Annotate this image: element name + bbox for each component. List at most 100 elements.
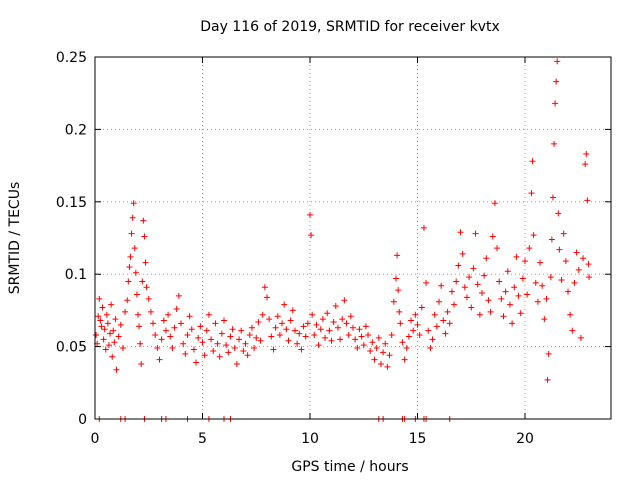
data-point bbox=[102, 346, 109, 353]
data-point bbox=[119, 345, 126, 352]
data-point bbox=[140, 217, 147, 224]
data-point bbox=[519, 275, 526, 282]
data-point bbox=[470, 265, 477, 272]
data-point bbox=[365, 332, 372, 339]
data-point bbox=[322, 334, 329, 341]
data-point bbox=[98, 323, 105, 330]
data-point bbox=[138, 360, 145, 367]
data-point bbox=[463, 294, 470, 301]
data-point bbox=[103, 311, 110, 318]
data-point bbox=[199, 339, 206, 346]
data-point bbox=[287, 317, 294, 324]
data-point bbox=[216, 353, 223, 360]
data-point bbox=[534, 298, 541, 305]
data-point bbox=[397, 320, 404, 327]
data-point bbox=[313, 321, 320, 328]
data-point bbox=[274, 313, 281, 320]
data-point bbox=[541, 316, 548, 323]
data-point bbox=[526, 245, 533, 252]
y-axis-label: SRMTID / TECUs bbox=[7, 182, 23, 295]
data-point bbox=[152, 332, 159, 339]
data-point bbox=[175, 292, 182, 299]
x-tick-label: 15 bbox=[409, 431, 427, 447]
data-point bbox=[485, 297, 492, 304]
data-point bbox=[369, 339, 376, 346]
data-point bbox=[553, 78, 560, 85]
data-point bbox=[212, 320, 219, 327]
data-point bbox=[373, 345, 380, 352]
data-point bbox=[395, 287, 402, 294]
data-point bbox=[131, 245, 138, 252]
y-tick-label: 0.15 bbox=[56, 195, 87, 211]
data-point bbox=[345, 332, 352, 339]
data-point bbox=[429, 336, 436, 343]
data-point bbox=[423, 279, 430, 286]
data-point bbox=[405, 333, 412, 340]
data-point bbox=[156, 356, 163, 363]
data-point bbox=[99, 304, 106, 311]
data-point bbox=[145, 295, 152, 302]
data-point bbox=[500, 313, 507, 320]
data-point bbox=[257, 337, 264, 344]
data-point bbox=[354, 345, 361, 352]
data-point bbox=[133, 291, 140, 298]
data-point bbox=[573, 249, 580, 256]
data-point bbox=[555, 210, 562, 217]
data-point bbox=[418, 304, 425, 311]
data-point bbox=[517, 310, 524, 317]
data-point bbox=[554, 58, 561, 65]
data-point bbox=[236, 336, 243, 343]
data-point bbox=[167, 333, 174, 340]
data-point bbox=[362, 323, 369, 330]
data-point bbox=[231, 345, 238, 352]
data-point bbox=[377, 360, 384, 367]
data-point bbox=[150, 320, 157, 327]
data-point bbox=[511, 284, 518, 291]
data-point bbox=[308, 232, 315, 239]
data-point bbox=[307, 211, 313, 218]
data-point bbox=[304, 320, 311, 327]
data-point bbox=[491, 200, 498, 207]
data-point bbox=[279, 320, 286, 327]
data-point bbox=[259, 311, 266, 318]
data-point bbox=[95, 313, 102, 320]
data-point bbox=[137, 340, 144, 347]
data-point bbox=[380, 349, 387, 356]
data-point bbox=[240, 347, 247, 354]
data-point bbox=[455, 262, 462, 269]
data-point bbox=[326, 327, 333, 334]
data-point bbox=[223, 342, 230, 349]
data-point bbox=[440, 317, 447, 324]
data-point bbox=[190, 346, 197, 353]
data-points bbox=[93, 58, 593, 422]
data-point bbox=[583, 151, 590, 158]
data-point bbox=[522, 258, 528, 265]
data-point bbox=[111, 339, 118, 346]
data-point bbox=[132, 269, 139, 276]
data-point bbox=[147, 308, 154, 315]
x-axis-label: GPS time / hours bbox=[291, 459, 408, 475]
data-point bbox=[515, 292, 522, 299]
data-point bbox=[479, 290, 485, 297]
data-point bbox=[173, 305, 180, 312]
data-point bbox=[453, 278, 460, 285]
data-point bbox=[158, 336, 165, 343]
data-point bbox=[141, 233, 148, 240]
data-point bbox=[457, 229, 464, 236]
data-point bbox=[283, 326, 290, 333]
data-point bbox=[358, 333, 365, 340]
data-point bbox=[474, 281, 481, 288]
data-point bbox=[530, 232, 537, 239]
data-point bbox=[416, 332, 423, 339]
data-point bbox=[393, 275, 399, 282]
data-point bbox=[547, 274, 554, 281]
data-point bbox=[509, 320, 516, 327]
data-point bbox=[291, 327, 298, 334]
data-point bbox=[109, 353, 116, 360]
data-point bbox=[399, 339, 406, 346]
data-point bbox=[356, 326, 363, 333]
data-point bbox=[504, 268, 511, 275]
y-tick-label: 0 bbox=[78, 412, 87, 428]
data-point bbox=[270, 346, 277, 353]
